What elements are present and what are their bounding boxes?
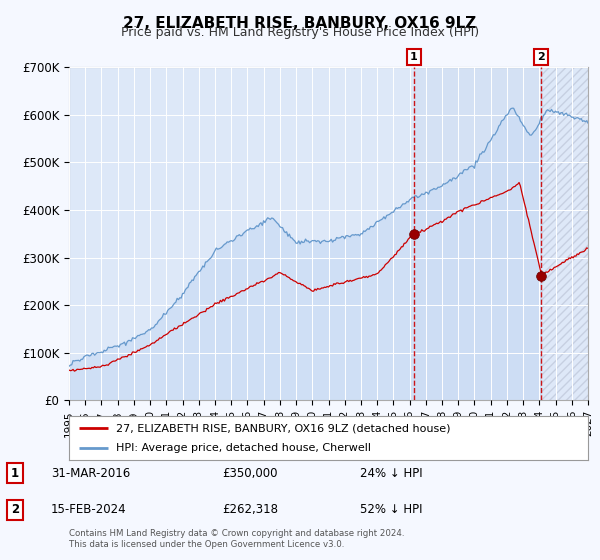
Bar bbox=[541, 67, 588, 400]
Bar bbox=[413, 67, 541, 400]
Text: 15-FEB-2024: 15-FEB-2024 bbox=[51, 503, 127, 516]
Text: £262,318: £262,318 bbox=[222, 503, 278, 516]
Text: 24% ↓ HPI: 24% ↓ HPI bbox=[360, 466, 422, 480]
Text: 52% ↓ HPI: 52% ↓ HPI bbox=[360, 503, 422, 516]
Text: 27, ELIZABETH RISE, BANBURY, OX16 9LZ: 27, ELIZABETH RISE, BANBURY, OX16 9LZ bbox=[124, 16, 476, 31]
Text: 27, ELIZABETH RISE, BANBURY, OX16 9LZ (detached house): 27, ELIZABETH RISE, BANBURY, OX16 9LZ (d… bbox=[116, 423, 450, 433]
Text: Contains HM Land Registry data © Crown copyright and database right 2024.
This d: Contains HM Land Registry data © Crown c… bbox=[69, 529, 404, 549]
Text: 2: 2 bbox=[11, 503, 19, 516]
Text: 31-MAR-2016: 31-MAR-2016 bbox=[51, 466, 130, 480]
Text: 2: 2 bbox=[538, 52, 545, 62]
Text: 1: 1 bbox=[410, 52, 418, 62]
Text: 1: 1 bbox=[11, 466, 19, 480]
Text: Price paid vs. HM Land Registry's House Price Index (HPI): Price paid vs. HM Land Registry's House … bbox=[121, 26, 479, 39]
Text: HPI: Average price, detached house, Cherwell: HPI: Average price, detached house, Cher… bbox=[116, 443, 371, 453]
Text: £350,000: £350,000 bbox=[222, 466, 277, 480]
